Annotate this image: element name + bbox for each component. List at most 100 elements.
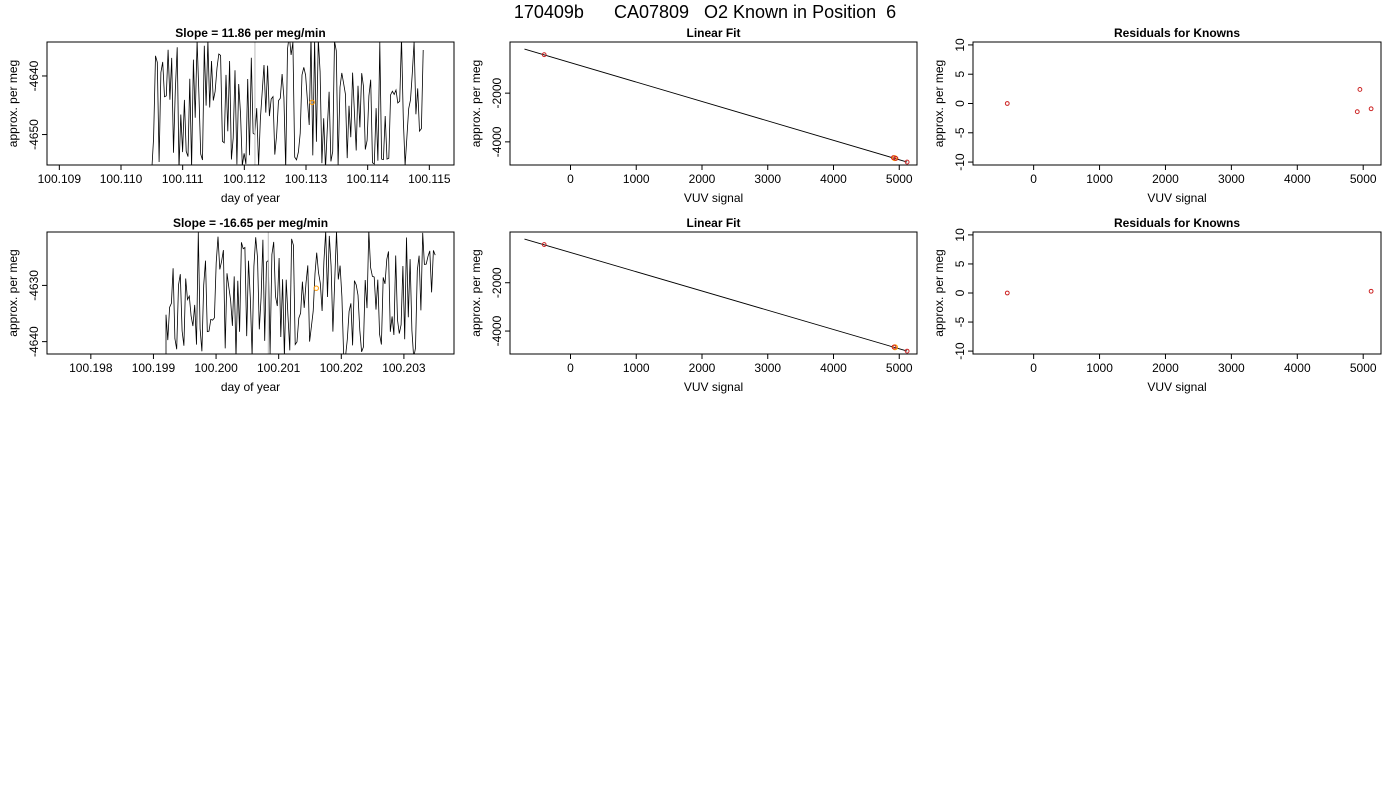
residual-point	[1368, 106, 1374, 112]
panel-title: Linear Fit	[686, 216, 740, 230]
x-tick-label: 3000	[1218, 361, 1245, 375]
detector-trace	[165, 232, 436, 354]
plot-frame	[972, 231, 1382, 355]
x-tick-label: 0	[567, 172, 574, 186]
x-tick-label: 100.110	[100, 172, 143, 186]
known-point	[541, 242, 547, 247]
x-axis-label: day of year	[221, 380, 280, 394]
panel-slope-1: Slope = 11.86 per meg/min 100.109 100.110 1…	[6, 26, 455, 205]
y-axis-label: approx. per meg	[469, 249, 483, 336]
y-tick-label: 5	[953, 71, 967, 78]
x-axis-label: VUV signal	[1147, 380, 1206, 394]
panel-title: Residuals for Knowns	[1114, 26, 1240, 40]
plot-area	[524, 48, 910, 165]
plot-area	[151, 42, 424, 165]
x-tick-label: 2000	[689, 172, 716, 186]
known-point	[904, 159, 910, 165]
panel-residuals-1: Residuals for Knowns 0 1000 2000 3000 4000 500…	[932, 26, 1382, 205]
residual-point	[1354, 109, 1360, 115]
x-tick-label: 100.112	[223, 172, 266, 186]
x-tick-label: 4000	[820, 361, 847, 375]
mean-point	[309, 99, 315, 106]
x-tick-label: 100.115	[408, 172, 451, 186]
y-tick-label: 10	[953, 38, 967, 52]
y-tick-label: 10	[953, 228, 967, 242]
plot-area	[524, 238, 910, 354]
residual-point	[1004, 290, 1010, 296]
residual-point	[1004, 101, 1010, 106]
panel-title: Linear Fit	[686, 26, 740, 40]
residual-point	[1357, 87, 1363, 92]
x-tick-label: 100.113	[285, 172, 328, 186]
y-tick-label: -10	[953, 342, 967, 360]
x-tick-label: 4000	[1284, 361, 1311, 375]
x-tick-label: 4000	[820, 172, 847, 186]
x-axis-label: VUV signal	[684, 191, 743, 205]
known-point	[891, 344, 897, 350]
panel-title: Slope = -16.65 per meg/min	[173, 216, 328, 230]
plot-frame	[509, 41, 918, 166]
plot-area	[165, 232, 436, 354]
x-tick-label: 100.202	[320, 361, 364, 375]
figure-title: 170409b CA07809 O2 Known in Position 6	[513, 2, 897, 22]
x-tick-label: 100.201	[257, 361, 301, 375]
y-tick-label: -10	[953, 153, 967, 171]
x-tick-label: 5000	[1350, 172, 1377, 186]
x-tick-label: 100.111	[162, 172, 204, 186]
x-tick-label: 0	[1030, 361, 1037, 375]
x-tick-label: 100.200	[194, 361, 238, 375]
y-tick-label: -5	[953, 316, 967, 327]
y-axis-label: approx. per meg	[932, 60, 946, 147]
y-tick-label: -5	[953, 127, 967, 138]
mean-point	[313, 285, 319, 291]
y-tick-label: -4640	[27, 326, 41, 357]
y-tick-label: -2000	[490, 77, 504, 108]
panel-residuals-2: Residuals for Knowns 0 1000 2000 3000 4000 500…	[932, 216, 1382, 394]
panel-linear-fit-1: Linear Fit 0 1000 2000 3000 4000 5000 -4000 -200…	[469, 26, 918, 205]
panel-title: Residuals for Knowns	[1114, 216, 1240, 230]
x-tick-label: 0	[1030, 172, 1037, 186]
known-point	[890, 155, 896, 161]
x-tick-label: 2000	[689, 361, 716, 375]
panel-title: Slope = 11.86 per meg/min	[175, 26, 325, 40]
x-tick-label: 1000	[623, 172, 650, 186]
x-tick-label: 3000	[754, 172, 781, 186]
x-tick-label: 100.109	[38, 172, 82, 186]
known-point	[904, 348, 910, 354]
x-tick-label: 1000	[623, 361, 650, 375]
known-point	[893, 156, 899, 161]
x-tick-label: 0	[567, 361, 574, 375]
panel-linear-fit-2: Linear Fit 0 1000 2000 3000 4000 5000 -4000 -200…	[469, 216, 918, 394]
panel-slope-2: Slope = -16.65 per meg/min 100.198 100.199…	[6, 216, 455, 394]
x-axis-label: VUV signal	[1147, 191, 1206, 205]
x-tick-label: 5000	[1350, 361, 1377, 375]
plot-frame	[46, 41, 455, 166]
y-tick-label: -2000	[490, 267, 504, 298]
x-tick-label: 3000	[1218, 172, 1245, 186]
x-axis-label: VUV signal	[684, 380, 743, 394]
y-tick-label: -4000	[490, 126, 504, 157]
x-tick-label: 100.199	[132, 361, 176, 375]
y-axis-label: approx. per meg	[6, 249, 20, 336]
y-tick-label: 0	[953, 289, 967, 296]
y-tick-label: -4640	[27, 60, 41, 91]
x-tick-label: 5000	[886, 361, 913, 375]
x-tick-label: 1000	[1086, 361, 1113, 375]
x-tick-label: 4000	[1284, 172, 1311, 186]
x-tick-label: 5000	[886, 172, 913, 186]
fit-line	[524, 238, 908, 352]
plot-area	[1004, 288, 1374, 296]
plot-frame	[509, 231, 918, 355]
known-point	[541, 52, 547, 58]
plot-frame	[46, 231, 455, 355]
y-tick-label: -4000	[490, 315, 504, 346]
plot-area	[1004, 87, 1374, 115]
y-tick-label: -4630	[27, 270, 41, 301]
x-tick-label: 100.114	[346, 172, 389, 186]
y-tick-label: 0	[953, 100, 967, 107]
x-axis-label: day of year	[221, 191, 280, 205]
y-axis-label: approx. per meg	[6, 60, 20, 147]
y-tick-label: 5	[953, 260, 967, 267]
x-tick-label: 1000	[1086, 172, 1113, 186]
